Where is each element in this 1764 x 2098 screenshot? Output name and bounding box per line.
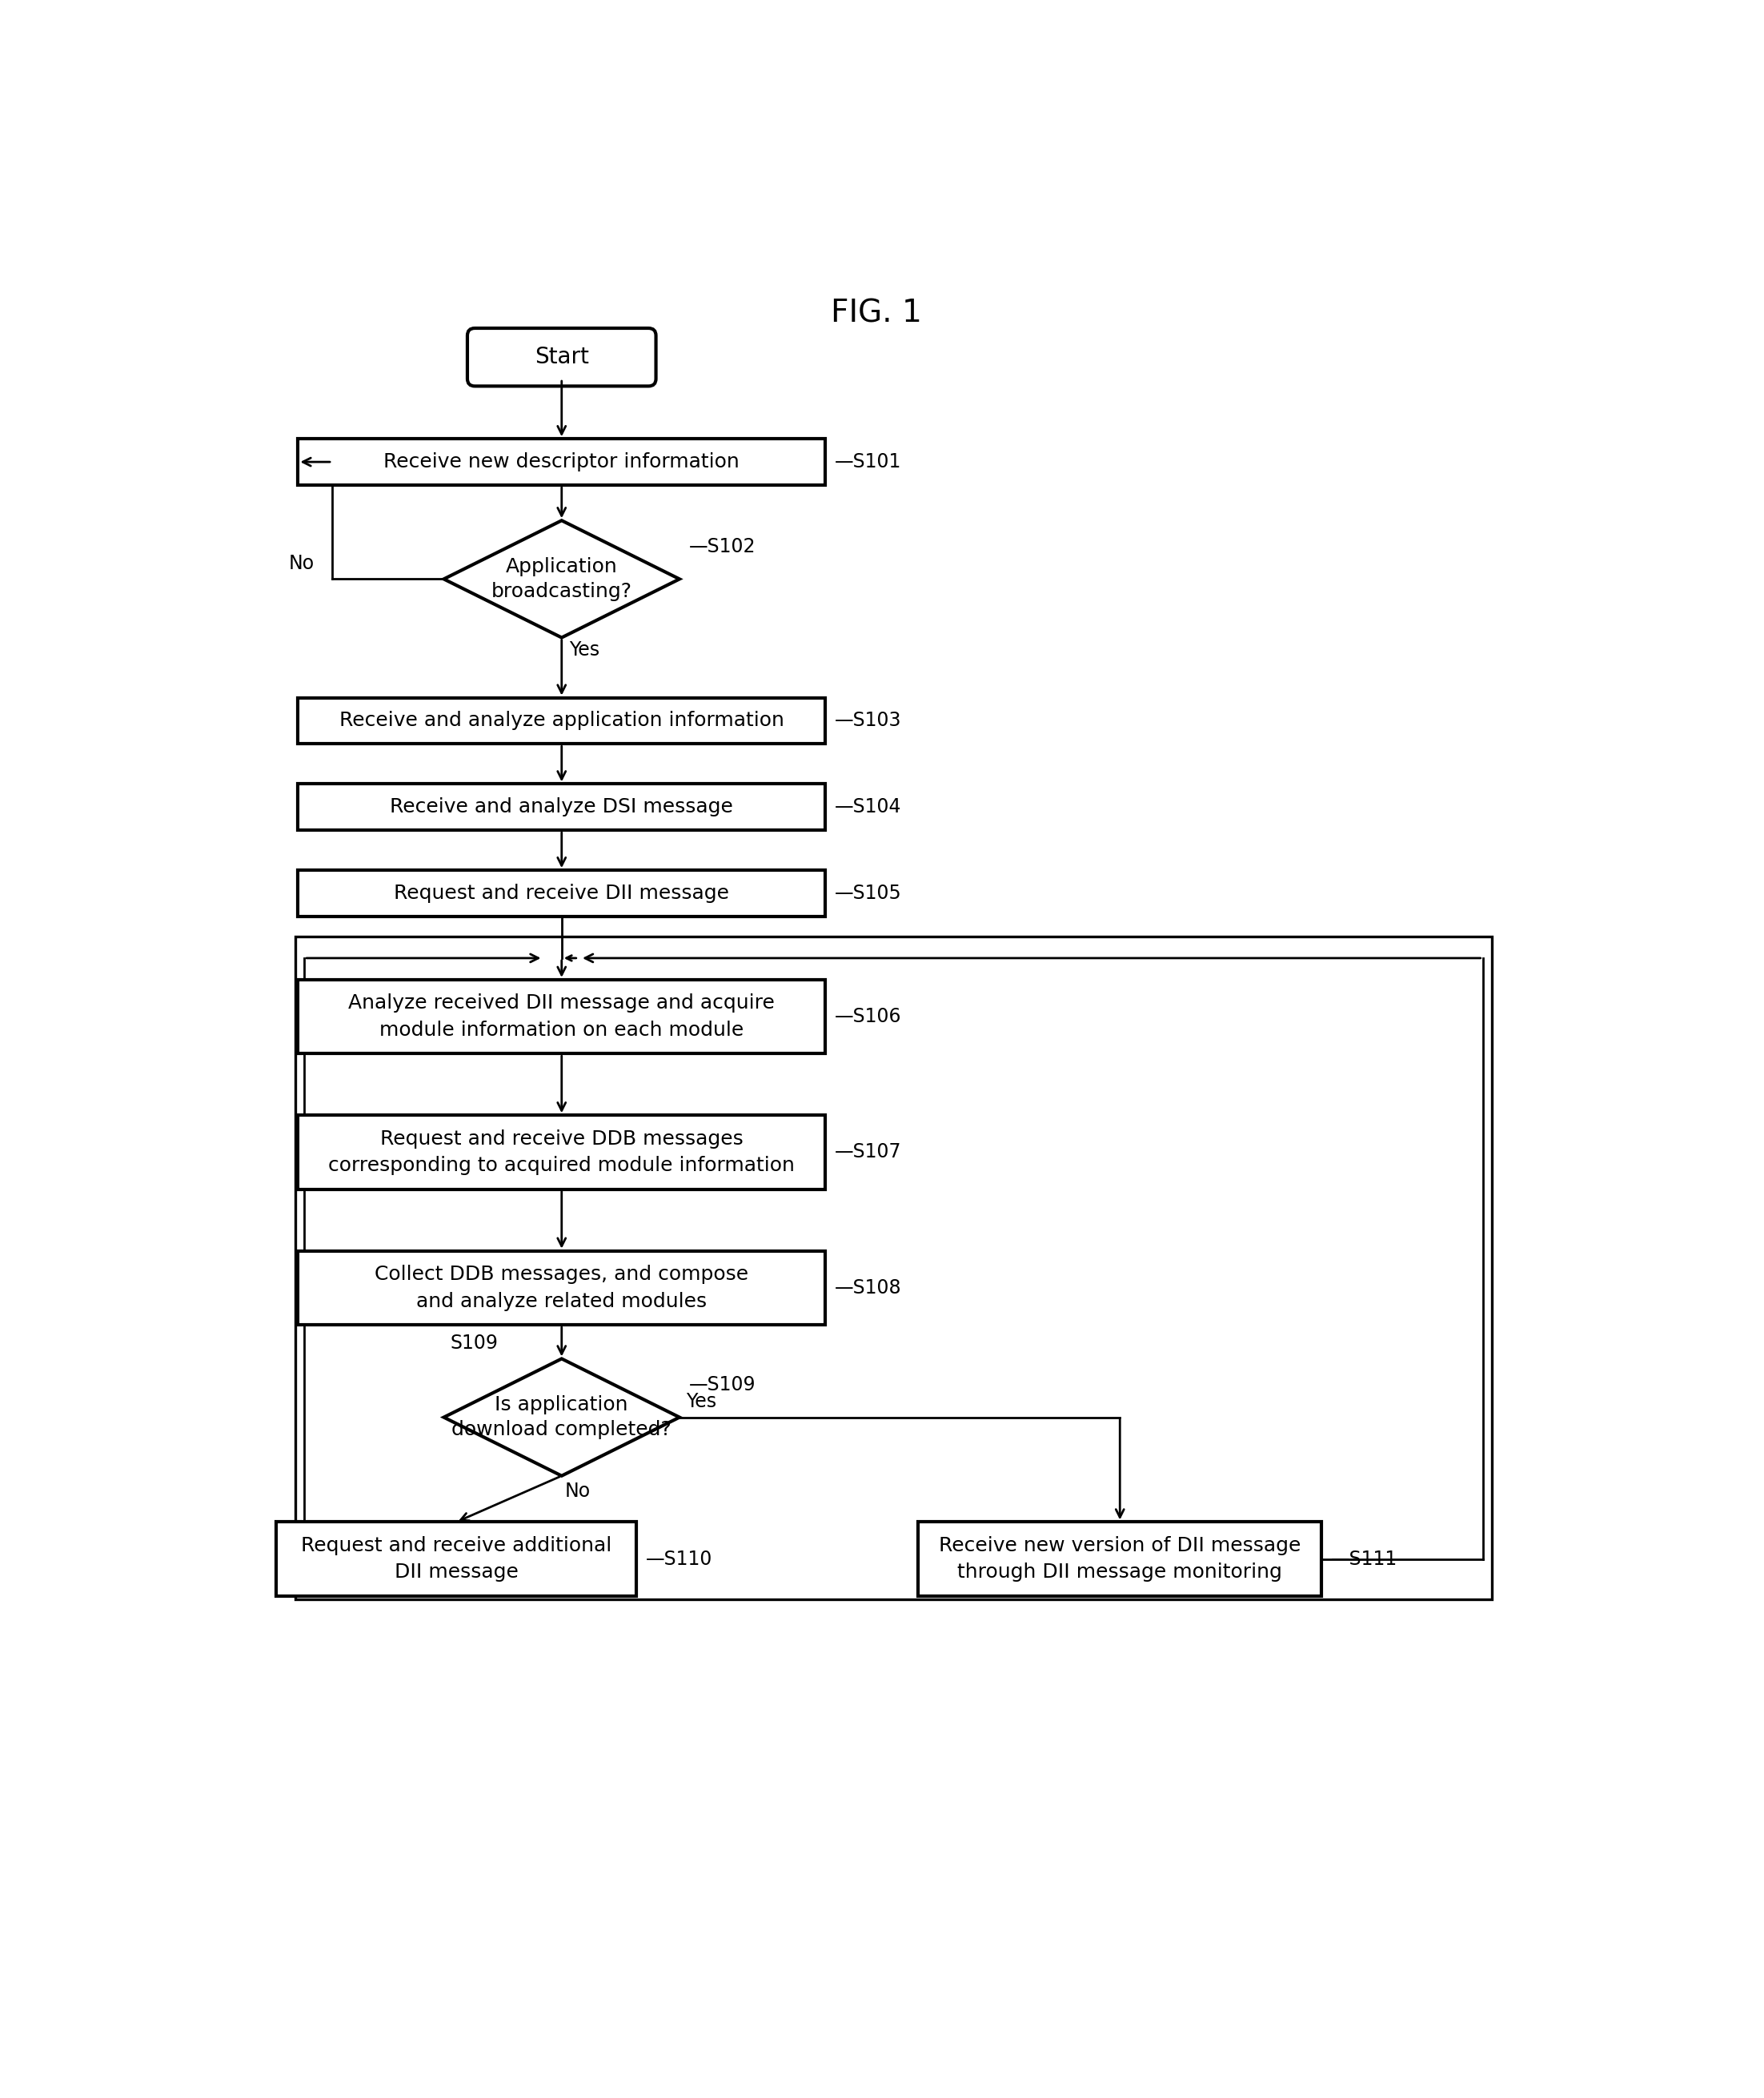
Text: —S110: —S110 [646, 1550, 713, 1569]
Text: —S107: —S107 [834, 1143, 901, 1162]
Text: Analyze received DII message and acquire
module information on each module: Analyze received DII message and acquire… [349, 994, 774, 1041]
Text: Is application
download completed?: Is application download completed? [452, 1395, 672, 1439]
Text: —S102: —S102 [688, 537, 755, 556]
Bar [298, 438, 826, 485]
Text: —S111: —S111 [1330, 1550, 1397, 1569]
Polygon shape [445, 1360, 679, 1475]
Text: —S105: —S105 [834, 883, 901, 902]
Text: No: No [288, 554, 314, 573]
Text: Receive and analyze application information: Receive and analyze application informat… [339, 711, 785, 730]
Bar [298, 699, 826, 745]
Bar [919, 1521, 1321, 1597]
Bar [295, 936, 1492, 1599]
Text: Request and receive DII message: Request and receive DII message [393, 883, 729, 902]
Text: —S103: —S103 [834, 711, 901, 730]
Polygon shape [445, 520, 679, 638]
Text: Application
broadcasting?: Application broadcasting? [490, 556, 632, 602]
Text: —S109: —S109 [688, 1376, 755, 1395]
Bar [298, 1250, 826, 1324]
FancyBboxPatch shape [467, 327, 656, 386]
Text: —S101: —S101 [834, 453, 901, 472]
Text: —S108: —S108 [834, 1278, 901, 1297]
Bar [277, 1521, 637, 1597]
Bar [298, 1116, 826, 1190]
Text: —S104: —S104 [834, 797, 901, 816]
Text: Receive new descriptor information: Receive new descriptor information [385, 453, 739, 472]
Text: —S106: —S106 [834, 1007, 901, 1026]
Text: Collect DDB messages, and compose
and analyze related modules: Collect DDB messages, and compose and an… [374, 1265, 748, 1311]
Text: Start: Start [534, 346, 589, 369]
Bar [298, 871, 826, 917]
Text: Request and receive DDB messages
corresponding to acquired module information: Request and receive DDB messages corresp… [328, 1129, 796, 1175]
Bar [298, 980, 826, 1053]
Text: Request and receive additional
DII message: Request and receive additional DII messa… [302, 1536, 612, 1582]
Text: FIG. 1: FIG. 1 [831, 298, 923, 329]
Text: Receive and analyze DSI message: Receive and analyze DSI message [390, 797, 734, 816]
Text: Yes: Yes [570, 640, 600, 661]
Text: Yes: Yes [686, 1391, 716, 1412]
Text: S109: S109 [450, 1334, 497, 1353]
Bar [298, 785, 826, 831]
Text: Receive new version of DII message
through DII message monitoring: Receive new version of DII message throu… [938, 1536, 1300, 1582]
Text: No: No [564, 1481, 591, 1502]
